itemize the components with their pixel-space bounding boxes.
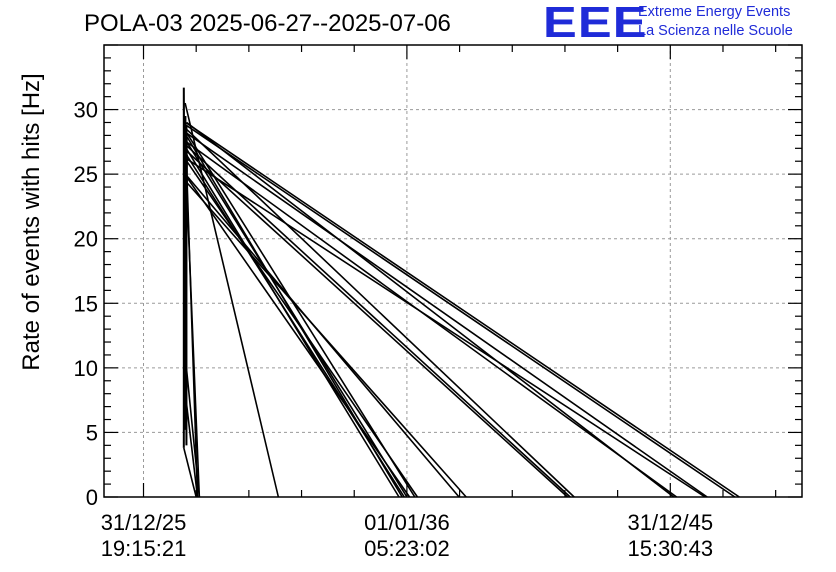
grid-lines (104, 45, 802, 497)
series-line (185, 150, 569, 498)
series-line (183, 387, 199, 498)
y-tick-label: 25 (74, 162, 98, 187)
x-tick-label: 05:23:02 (364, 536, 450, 561)
series-line (185, 121, 740, 498)
y-tick-label: 30 (74, 98, 98, 123)
series-line (185, 154, 405, 498)
series-line (185, 124, 736, 498)
series-line (184, 180, 467, 498)
series-line (186, 121, 675, 498)
x-tick-label: 31/12/45 (627, 510, 713, 535)
series-line (185, 176, 411, 498)
plot-frame (103, 44, 803, 498)
series-line (186, 160, 419, 498)
series-line (186, 157, 706, 498)
series-line (184, 161, 201, 498)
y-tick-label: 0 (86, 485, 98, 510)
eee-logo: EEE (543, 0, 648, 47)
x-tick-label: 01/01/36 (364, 510, 450, 535)
logo-line-1: Extreme Energy Events (638, 4, 791, 20)
y-tick-label: 10 (74, 356, 98, 381)
series-line (186, 141, 408, 498)
series-line (183, 447, 197, 498)
series-line (186, 145, 571, 498)
x-tick-label: 19:15:21 (101, 536, 187, 561)
series-line (185, 128, 575, 498)
axes (103, 44, 803, 498)
data-series (182, 87, 740, 498)
y-axis-label: Rate of events with hits [Hz] (18, 73, 45, 371)
series-line (186, 132, 416, 498)
y-tick-label: 15 (74, 291, 98, 316)
chart-title: POLA-03 2025-06-27--2025-07-06 (84, 10, 451, 37)
logo-line-2: La Scienza nelle Scuole (638, 23, 793, 39)
series-line (185, 132, 708, 498)
y-tick-label: 20 (74, 227, 98, 252)
y-tick-label: 5 (86, 420, 98, 445)
x-tick-label: 31/12/25 (101, 510, 187, 535)
x-tick-label: 15:30:43 (627, 536, 713, 561)
eee-logo-text: Extreme Energy Events La Scienza nelle S… (638, 3, 793, 41)
